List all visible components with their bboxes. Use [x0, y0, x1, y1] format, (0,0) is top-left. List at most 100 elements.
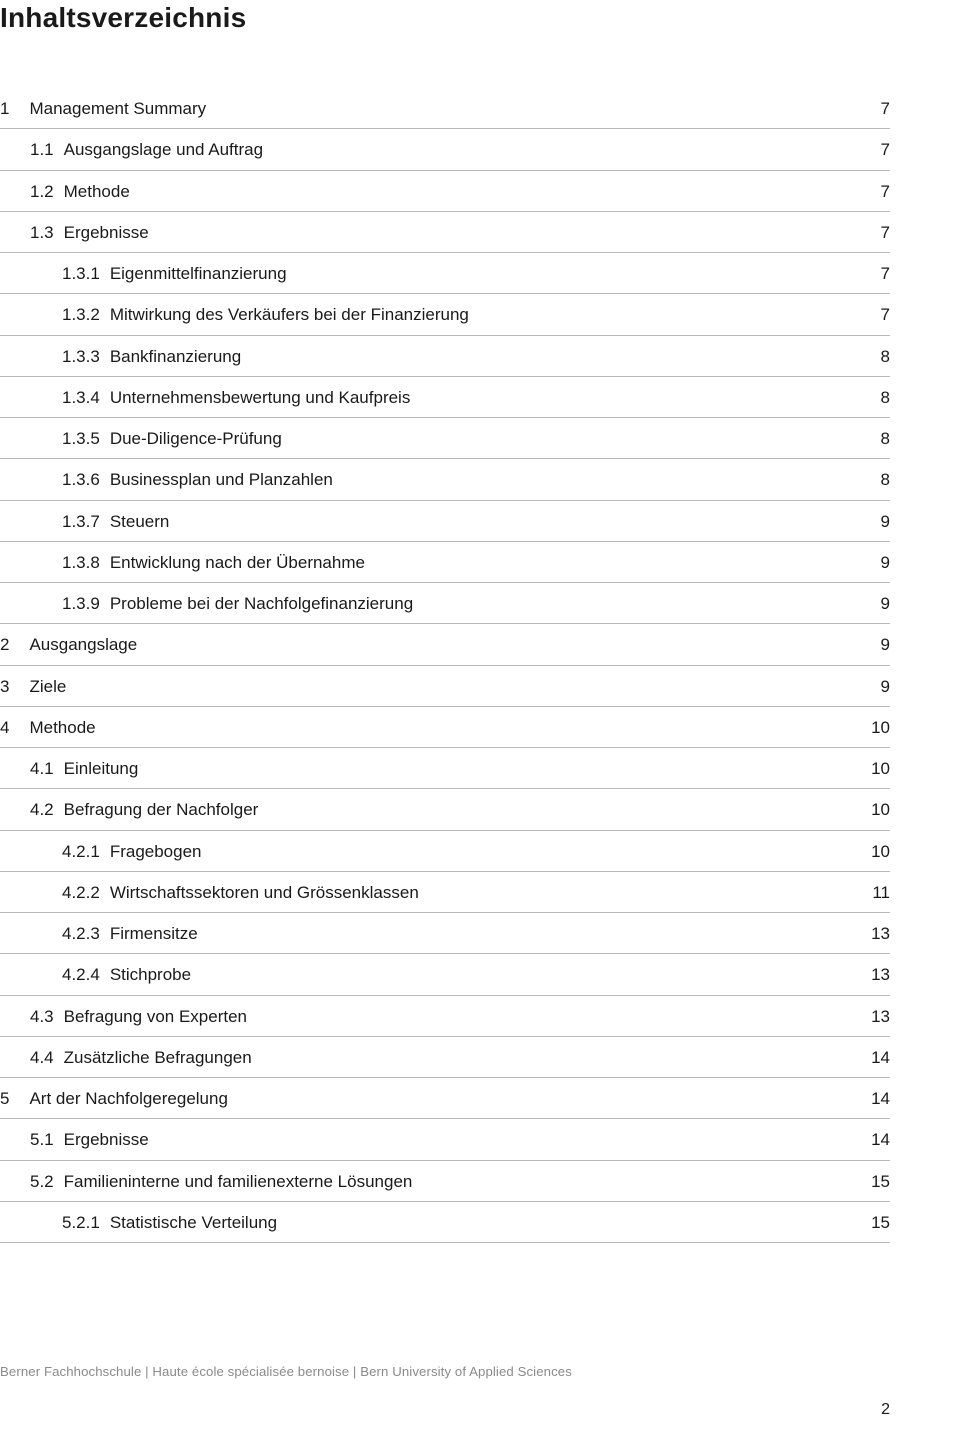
- toc-entry-page: 10: [850, 717, 890, 738]
- toc-entry-label: Art der Nachfolgeregelung: [9, 1088, 850, 1109]
- toc-entry-label: Methode: [54, 181, 850, 202]
- toc-entry-number: 2: [0, 634, 9, 655]
- toc-row: 1.3.2Mitwirkung des Verkäufers bei der F…: [0, 294, 890, 335]
- toc-row: 1.3.6Businessplan und Planzahlen8: [0, 459, 890, 500]
- toc-row: 4.2.3Firmensitze13: [0, 913, 890, 954]
- toc-row: 4.1Einleitung10: [0, 748, 890, 789]
- toc-entry-label: Management Summary: [9, 98, 850, 119]
- toc-entry-page: 9: [850, 511, 890, 532]
- toc-entry-label: Ausgangslage und Auftrag: [54, 139, 850, 160]
- toc-entry-number: 1.3.8: [62, 552, 100, 573]
- toc-entry-label: Bankfinanzierung: [100, 346, 850, 367]
- toc-row: 4.4Zusätzliche Befragungen14: [0, 1037, 890, 1078]
- toc-entry-label: Methode: [9, 717, 850, 738]
- toc-entry-page: 8: [850, 469, 890, 490]
- toc-entry-label: Zusätzliche Befragungen: [54, 1047, 850, 1068]
- toc-entry-page: 10: [850, 758, 890, 779]
- toc-entry-number: 1.3.3: [62, 346, 100, 367]
- toc-entry-number: 4.1: [30, 758, 54, 779]
- toc-entry-number: 1.3.9: [62, 593, 100, 614]
- toc-entry-page: 9: [850, 676, 890, 697]
- toc-entry-label: Due-Diligence-Prüfung: [100, 428, 850, 449]
- toc-entry-number: 3: [0, 676, 9, 697]
- toc-entry-page: 15: [850, 1171, 890, 1192]
- toc-entry-number: 1.3.7: [62, 511, 100, 532]
- toc-row: 1.3Ergebnisse7: [0, 212, 890, 253]
- toc-row: 1.3.8Entwicklung nach der Übernahme9: [0, 542, 890, 583]
- toc-entry-page: 13: [850, 923, 890, 944]
- toc-row: 1.3.5Due-Diligence-Prüfung8: [0, 418, 890, 459]
- toc-row: 4.3Befragung von Experten13: [0, 996, 890, 1037]
- toc-entry-page: 7: [850, 139, 890, 160]
- toc-row: 4.2.2Wirtschaftssektoren und Grössenklas…: [0, 872, 890, 913]
- toc-entry-label: Wirtschaftssektoren und Grössenklassen: [100, 882, 850, 903]
- toc-entry-page: 9: [850, 593, 890, 614]
- toc-entry-number: 5: [0, 1088, 9, 1109]
- toc-entry-page: 13: [850, 1006, 890, 1027]
- footer-page-number: 2: [0, 1379, 890, 1419]
- toc-entry-page: 10: [850, 799, 890, 820]
- toc-entry-number: 1.3.6: [62, 469, 100, 490]
- toc-entry-label: Ausgangslage: [9, 634, 850, 655]
- footer-institution: Berner Fachhochschule | Haute école spéc…: [0, 1364, 890, 1379]
- page-title: Inhaltsverzeichnis: [0, 0, 890, 88]
- toc-entry-page: 13: [850, 964, 890, 985]
- toc-entry-number: 4.2: [30, 799, 54, 820]
- toc-entry-label: Ergebnisse: [54, 222, 850, 243]
- toc-entry-label: Ergebnisse: [54, 1129, 850, 1150]
- toc-row: 1.2Methode7: [0, 171, 890, 212]
- toc-row: 1.3.3Bankfinanzierung8: [0, 336, 890, 377]
- toc-entry-number: 5.2.1: [62, 1212, 100, 1233]
- toc-entry-number: 4.2.3: [62, 923, 100, 944]
- toc-entry-label: Fragebogen: [100, 841, 850, 862]
- toc-entry-page: 11: [850, 882, 890, 903]
- toc-entry-number: 1.1: [30, 139, 54, 160]
- toc-entry-label: Firmensitze: [100, 923, 850, 944]
- toc-entry-page: 14: [850, 1129, 890, 1150]
- toc-entry-label: Familieninterne und familienexterne Lösu…: [54, 1171, 850, 1192]
- toc-entry-page: 8: [850, 346, 890, 367]
- toc-entry-number: 1.3.1: [62, 263, 100, 284]
- toc-row: 1.1Ausgangslage und Auftrag7: [0, 129, 890, 170]
- toc-row: 4.2.4Stichprobe13: [0, 954, 890, 995]
- toc-entry-page: 8: [850, 428, 890, 449]
- toc-entry-number: 4.2.1: [62, 841, 100, 862]
- toc-row: 5.2.1Statistische Verteilung15: [0, 1202, 890, 1243]
- toc-entry-page: 7: [850, 304, 890, 325]
- toc-entry-number: 1: [0, 98, 9, 119]
- toc-entry-number: 1.3: [30, 222, 54, 243]
- toc-entry-page: 9: [850, 634, 890, 655]
- toc-entry-page: 9: [850, 552, 890, 573]
- toc-entry-number: 4.2.4: [62, 964, 100, 985]
- toc-entry-label: Mitwirkung des Verkäufers bei der Finanz…: [100, 304, 850, 325]
- toc-entry-number: 1.3.5: [62, 428, 100, 449]
- toc-row: 4.2Befragung der Nachfolger10: [0, 789, 890, 830]
- toc-entry-number: 4.4: [30, 1047, 54, 1068]
- toc-entry-number: 5.1: [30, 1129, 54, 1150]
- toc-row: 3Ziele9: [0, 666, 890, 707]
- toc-entry-label: Probleme bei der Nachfolgefinanzierung: [100, 593, 850, 614]
- toc-entry-page: 7: [850, 181, 890, 202]
- toc-row: 1Management Summary7: [0, 88, 890, 129]
- toc-entry-label: Stichprobe: [100, 964, 850, 985]
- toc-entry-page: 7: [850, 98, 890, 119]
- toc-entry-label: Eigenmittelfinanzierung: [100, 263, 850, 284]
- toc-row: 5.1Ergebnisse14: [0, 1119, 890, 1160]
- page-footer: Berner Fachhochschule | Haute école spéc…: [0, 1364, 960, 1419]
- toc-entry-page: 7: [850, 263, 890, 284]
- toc-entry-label: Steuern: [100, 511, 850, 532]
- toc-row: 4Methode10: [0, 707, 890, 748]
- toc-entry-label: Befragung der Nachfolger: [54, 799, 850, 820]
- toc-entry-number: 5.2: [30, 1171, 54, 1192]
- toc-entry-number: 1.3.2: [62, 304, 100, 325]
- toc-entry-label: Ziele: [9, 676, 850, 697]
- table-of-contents: 1Management Summary71.1Ausgangslage und …: [0, 88, 890, 1243]
- toc-entry-page: 15: [850, 1212, 890, 1233]
- toc-row: 4.2.1Fragebogen10: [0, 831, 890, 872]
- toc-entry-page: 8: [850, 387, 890, 408]
- toc-entry-label: Entwicklung nach der Übernahme: [100, 552, 850, 573]
- toc-row: 1.3.9Probleme bei der Nachfolgefinanzier…: [0, 583, 890, 624]
- toc-entry-label: Businessplan und Planzahlen: [100, 469, 850, 490]
- toc-entry-label: Unternehmensbewertung und Kaufpreis: [100, 387, 850, 408]
- toc-entry-number: 4: [0, 717, 9, 738]
